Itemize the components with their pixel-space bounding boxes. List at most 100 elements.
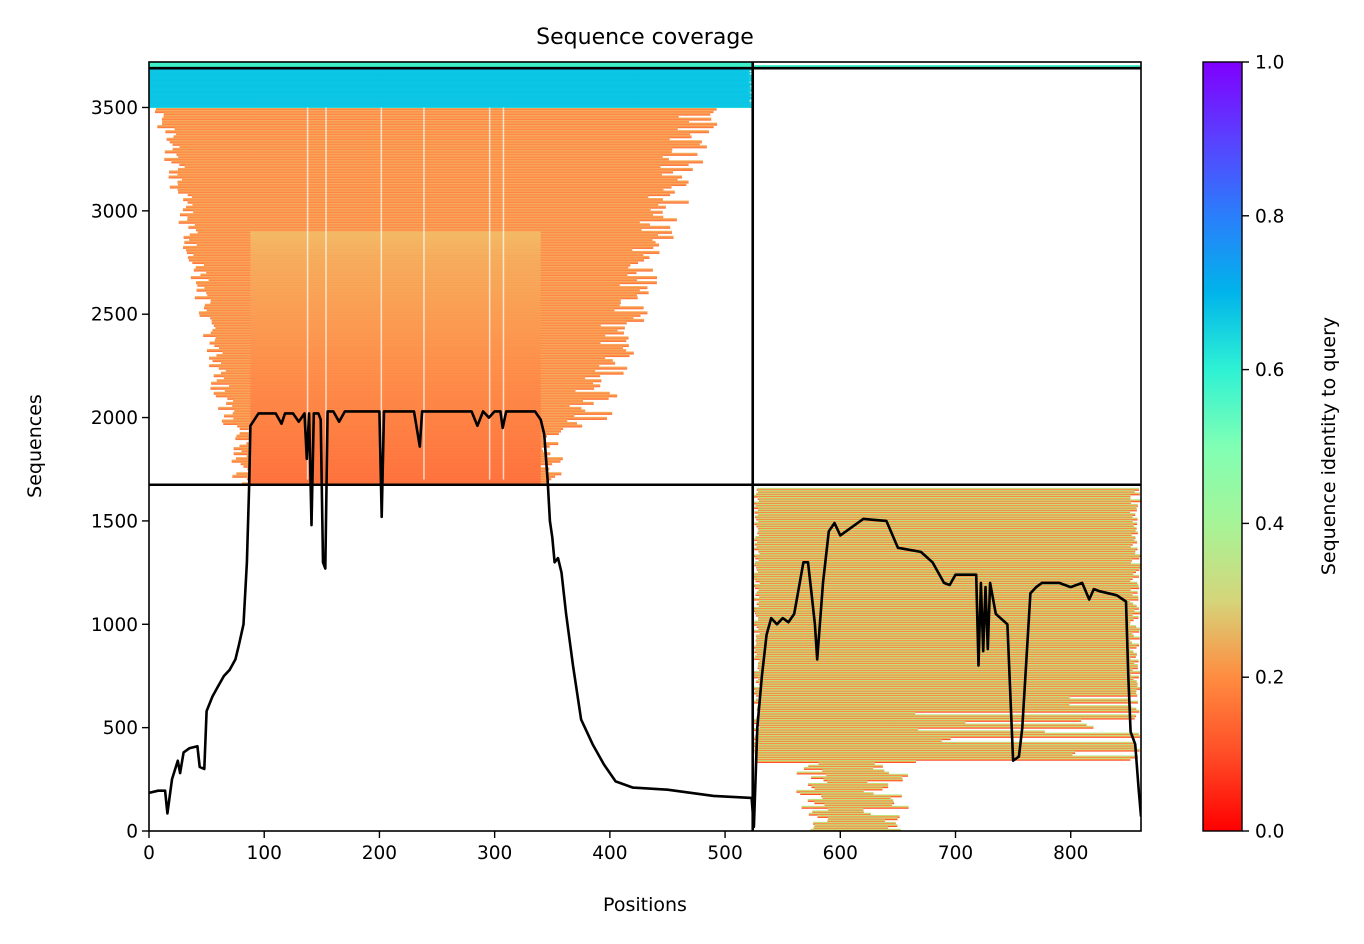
gap-streak: [325, 107, 327, 480]
alignment-row: [169, 185, 672, 189]
alignment-row: [828, 817, 898, 821]
alignment-row: [758, 723, 1087, 727]
gap-streak: [423, 107, 425, 480]
alignment-row: [759, 595, 1139, 599]
alignment-row: [758, 604, 1137, 608]
alignment-row: [179, 213, 654, 217]
colorbar-tick-label: 0.4: [1255, 514, 1284, 535]
alignment-row: [807, 782, 889, 786]
alignment-row: [757, 755, 1138, 759]
alignment-row: [752, 554, 1141, 558]
alignment-row: [800, 792, 874, 795]
x-tick-label: 500: [707, 843, 742, 864]
alignment-row: [753, 721, 966, 725]
alignment-row: [757, 760, 916, 763]
alignment-row: [757, 513, 1136, 516]
alignment-row: [755, 556, 1140, 560]
alignment-row: [756, 716, 1135, 720]
alignment-row: [177, 167, 693, 171]
alignment-row: [758, 627, 1140, 631]
alignment-row: [827, 819, 886, 823]
alignment-row: [188, 225, 671, 229]
alignment-row: [756, 517, 1138, 521]
alignment-row: [756, 590, 1138, 594]
x-tick-label: 100: [247, 843, 282, 864]
alignment-row: [177, 182, 687, 187]
chart-title: Sequence coverage: [536, 25, 754, 50]
alignment-row: [754, 748, 1140, 752]
y-tick-label: 1500: [91, 511, 138, 532]
alignment-row: [172, 147, 673, 151]
alignment-row: [161, 117, 712, 121]
alignment-row: [753, 583, 1139, 587]
alignment-row: [757, 496, 1131, 500]
query-strip-chain-1: [149, 62, 753, 69]
alignment-row: [196, 228, 642, 232]
alignment-row: [754, 611, 1141, 615]
alignment-row: [753, 700, 1138, 704]
alignment-row: [754, 510, 1131, 514]
alignment-row: [756, 567, 1140, 571]
alignment-row: [753, 741, 1134, 745]
alignment-row: [758, 599, 1130, 603]
alignment-row: [753, 606, 1139, 610]
alignment-row: [753, 737, 951, 741]
alignment-row: [163, 115, 679, 119]
query-strip-chain-2: [752, 65, 1141, 69]
alignment-row: [754, 657, 1131, 661]
alignment-row: [755, 586, 1140, 590]
alignment-row: [753, 686, 1141, 690]
alignment-row: [757, 730, 1045, 734]
alignment-row: [755, 643, 1140, 647]
alignment-row: [757, 663, 1138, 667]
alignment-row: [756, 652, 1137, 656]
alignment-row: [812, 810, 864, 814]
alignment-row: [822, 796, 891, 800]
alignment-row: [168, 170, 674, 174]
alignment-row: [755, 680, 1137, 683]
y-tick-label: 1000: [91, 615, 138, 636]
alignment-row: [755, 654, 1136, 658]
alignment-row: [183, 198, 663, 202]
alignment-row: [162, 120, 690, 124]
alignment-row: [754, 542, 1133, 546]
alignment-row: [754, 629, 1140, 633]
x-tick-label: 300: [477, 843, 512, 864]
alignment-row: [187, 218, 677, 222]
alignment-row: [803, 766, 874, 770]
alignment-row: [759, 581, 1138, 585]
alignment-row: [810, 828, 901, 831]
alignment-row: [756, 487, 1140, 491]
alignment-row: [179, 162, 689, 166]
plot-frame: [148, 61, 1142, 832]
alignment-row: [753, 645, 1137, 649]
y-tick-label: 500: [103, 718, 138, 739]
alignment-row: [754, 675, 1139, 679]
y-tick-label: 3500: [91, 98, 138, 119]
alignment-row: [753, 691, 1137, 695]
alignment-row: [758, 618, 1134, 622]
alignment-row: [753, 609, 1135, 612]
alignment-row: [163, 112, 711, 116]
colorbar-tick-label: 0.2: [1255, 668, 1284, 689]
alignment-row: [756, 707, 1137, 711]
alignment-row: [758, 549, 1136, 553]
alignment-row: [179, 145, 707, 149]
alignment-block-chain-2: [752, 487, 1141, 831]
alignment-row: [752, 574, 1139, 578]
alignment-row: [814, 801, 895, 805]
gap-streak: [488, 107, 491, 480]
alignment-row: [754, 563, 1141, 567]
alignment-row: [757, 739, 942, 743]
alignment-row: [822, 769, 885, 773]
alignment-row: [755, 753, 1073, 757]
gap-streak: [502, 107, 505, 480]
alignment-row: [824, 803, 892, 807]
alignment-row: [178, 190, 675, 194]
alignment-row: [755, 647, 1130, 651]
colorbar-tick-label: 1.0: [1255, 53, 1284, 74]
alignment-row: [758, 709, 1140, 713]
alignment-row: [826, 773, 908, 777]
alignment-row: [758, 682, 1138, 686]
alignment-row: [756, 524, 1134, 528]
